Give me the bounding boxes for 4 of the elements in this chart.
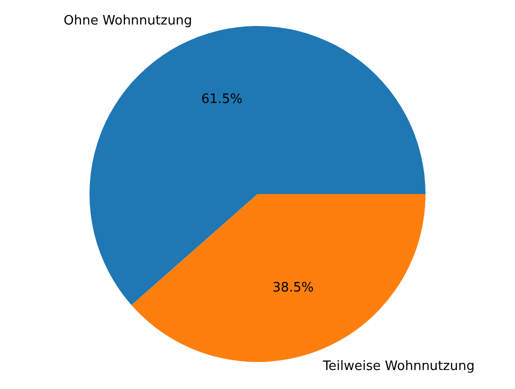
slice-label: Ohne Wohnnutzung — [64, 14, 192, 29]
data-label: 38.5% — [272, 280, 314, 296]
data-label: 61.5% — [201, 92, 243, 108]
slice-label: Teilweise Wohnnutzung — [322, 359, 475, 374]
